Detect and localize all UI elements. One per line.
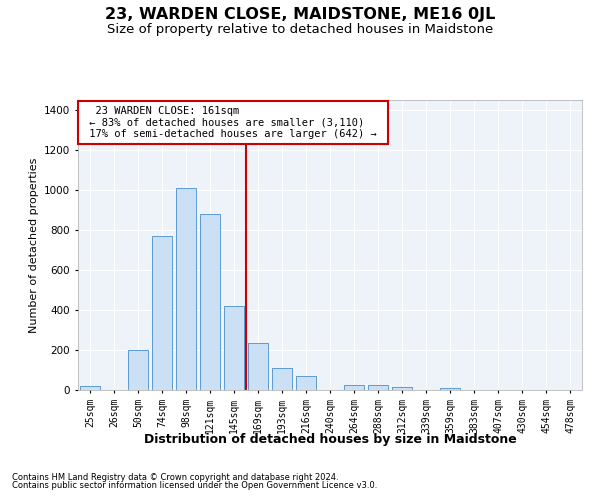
- Bar: [344, 385, 364, 390]
- Bar: [80, 386, 100, 390]
- Bar: [392, 387, 412, 390]
- Bar: [272, 368, 292, 390]
- Text: Contains HM Land Registry data © Crown copyright and database right 2024.: Contains HM Land Registry data © Crown c…: [12, 472, 338, 482]
- Bar: [248, 343, 268, 390]
- Y-axis label: Number of detached properties: Number of detached properties: [29, 158, 38, 332]
- Text: 23, WARDEN CLOSE, MAIDSTONE, ME16 0JL: 23, WARDEN CLOSE, MAIDSTONE, ME16 0JL: [105, 8, 495, 22]
- Bar: [176, 188, 196, 390]
- Bar: [200, 214, 220, 390]
- Text: Distribution of detached houses by size in Maidstone: Distribution of detached houses by size …: [143, 432, 517, 446]
- Text: 23 WARDEN CLOSE: 161sqm
 ← 83% of detached houses are smaller (3,110)
 17% of se: 23 WARDEN CLOSE: 161sqm ← 83% of detache…: [83, 106, 383, 139]
- Bar: [296, 376, 316, 390]
- Text: Contains public sector information licensed under the Open Government Licence v3: Contains public sector information licen…: [12, 481, 377, 490]
- Bar: [224, 306, 244, 390]
- Bar: [152, 236, 172, 390]
- Text: Size of property relative to detached houses in Maidstone: Size of property relative to detached ho…: [107, 22, 493, 36]
- Bar: [440, 388, 460, 390]
- Bar: [368, 385, 388, 390]
- Bar: [128, 350, 148, 390]
